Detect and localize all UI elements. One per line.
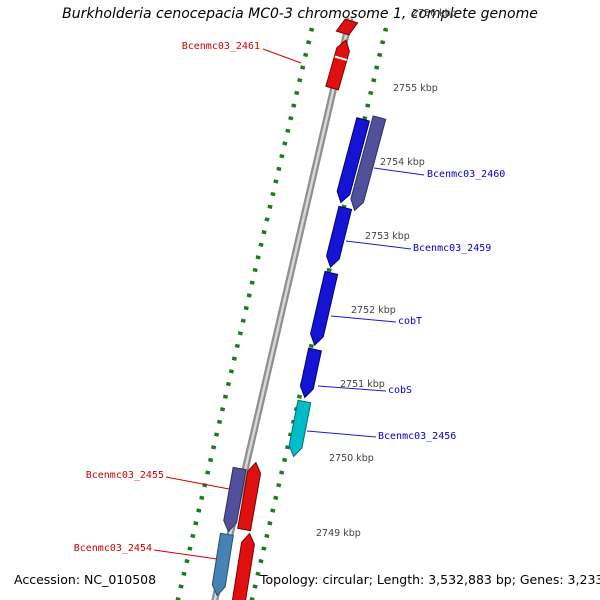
genome-title: Burkholderia cenocepacia MC0-3 chromosom… <box>62 6 538 22</box>
gene-arrow-bcenmc03-2459[interactable] <box>324 205 353 268</box>
gene-label-cobt[interactable]: cobT <box>398 316 423 327</box>
gene-arrow-red-bottom-b[interactable] <box>229 532 256 600</box>
left-tick-track <box>175 27 315 600</box>
ruler-label-2753: 2753 kbp <box>365 231 410 242</box>
gene-arrow-bcenmc03-2460[interactable] <box>348 115 387 212</box>
ruler-label-2754: 2754 kbp <box>380 157 425 168</box>
status-accession: Accession: NC_010508 <box>14 572 157 587</box>
gene-arrow-red-bottom-a[interactable] <box>237 461 263 532</box>
gene-arrow-bcenmc03-2461[interactable] <box>325 38 352 91</box>
gene-label-bcenmc03-2459[interactable]: Bcenmc03_2459 <box>413 243 492 254</box>
gene-arrow-cobt[interactable] <box>308 270 339 346</box>
gene-label-bcenmc03-2454[interactable]: Bcenmc03_2454 <box>73 543 152 554</box>
gene-arrow-cobs[interactable] <box>298 347 322 399</box>
gene-arrow-bcenmc03-2455[interactable] <box>222 466 247 533</box>
gene-label-bcenmc03-2455[interactable]: Bcenmc03_2455 <box>85 470 164 481</box>
gene-gap-line <box>334 55 348 61</box>
leader-line-bcenmc03-2461 <box>262 48 302 64</box>
gene-arrow-bcenmc03-2454[interactable] <box>211 532 234 597</box>
gene-label-bcenmc03-2460[interactable]: Bcenmc03_2460 <box>427 169 506 180</box>
leader-line-cobt <box>330 315 397 323</box>
gene-arrow-blue-segment-1[interactable] <box>335 117 371 204</box>
leader-line-bcenmc03-2456 <box>306 430 377 438</box>
leader-line-bcenmc03-2460 <box>373 167 425 176</box>
gene-label-bcenmc03-2456[interactable]: Bcenmc03_2456 <box>378 431 457 442</box>
gene-label-cobs[interactable]: cobS <box>388 385 413 396</box>
ruler-label-2756: 2756 kbp <box>412 8 457 19</box>
gene-label-bcenmc03-2461[interactable]: Bcenmc03_2461 <box>181 41 260 52</box>
ruler-label-2750: 2750 kbp <box>329 453 374 464</box>
leader-line-bcenmc03-2454 <box>153 549 218 560</box>
ruler-label-2751: 2751 kbp <box>340 379 385 390</box>
status-summary: Topology: circular; Length: 3,532,883 bp… <box>260 572 600 587</box>
leader-line-bcenmc03-2459 <box>345 240 412 250</box>
gene-arrow-bcenmc03-2456[interactable] <box>287 399 312 458</box>
ruler-label-2755: 2755 kbp <box>393 83 438 94</box>
leader-line-cobs <box>317 385 387 392</box>
ruler-label-2752: 2752 kbp <box>351 305 396 316</box>
gene-arrow-partial-top[interactable] <box>335 18 359 37</box>
ruler-label-2749: 2749 kbp <box>316 528 361 539</box>
leader-line-bcenmc03-2455 <box>165 476 230 490</box>
